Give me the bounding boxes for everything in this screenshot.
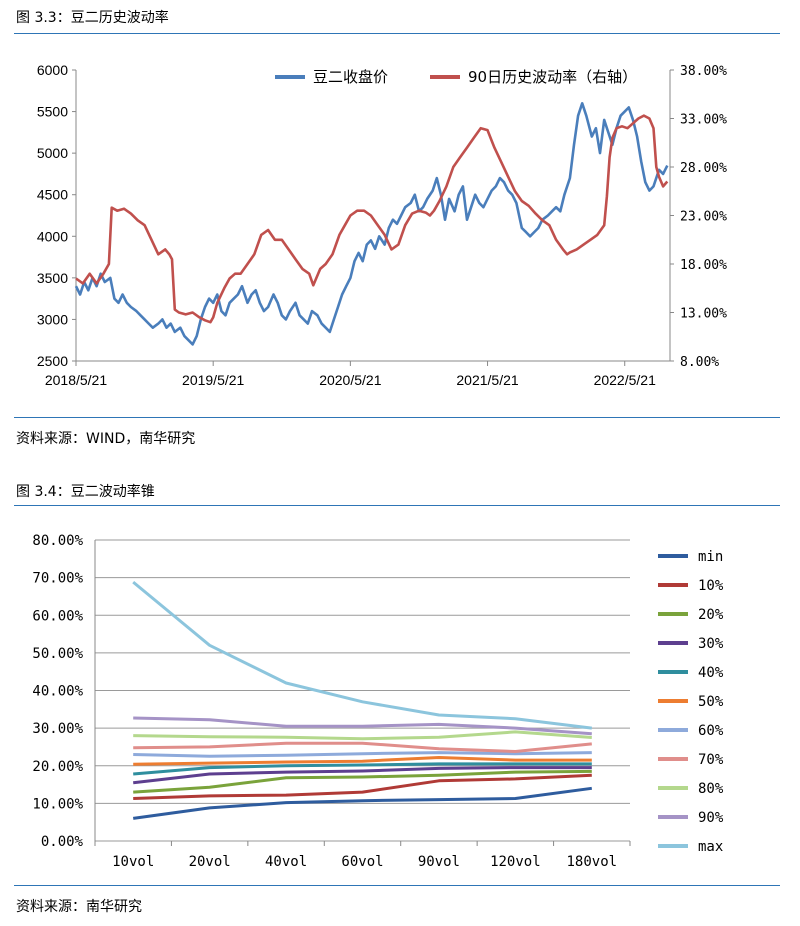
figure2-source: 资料来源：南华研究	[16, 899, 142, 915]
legend-label: 豆二收盘价	[313, 68, 388, 86]
series-line-10pct	[133, 773, 592, 800]
right-tick-label: 8.00%	[680, 355, 719, 370]
figure1-caption: 图 3.3：豆二历史波动率	[16, 10, 169, 26]
x-tick-label: 2022/5/21	[594, 372, 656, 388]
x-tick-label: 2020/5/21	[319, 372, 381, 388]
left-tick-label: 5500	[37, 104, 68, 120]
x-tick-label: 40vol	[265, 854, 307, 870]
series-line-price	[74, 101, 669, 346]
series-line-min	[132, 786, 592, 820]
volatility-cone-chart: 80.00% 70.00% 60.00% 50.00% 40.00% 30.00% 20.0…	[32, 533, 724, 870]
legend-label: 80%	[698, 781, 724, 797]
left-tick-label: 6000	[37, 62, 68, 78]
y-tick-label: 20.00%	[32, 759, 83, 775]
legend-label: 90%	[698, 810, 724, 826]
legend-label: 50%	[698, 694, 724, 710]
left-tick-label: 4000	[37, 228, 68, 244]
legend-label: max	[698, 839, 723, 855]
right-tick-label: 13.00%	[680, 307, 727, 322]
y-tick-label: 30.00%	[32, 721, 83, 737]
series-line-volatility	[75, 114, 669, 324]
y-tick-label: 40.00%	[32, 684, 83, 700]
right-tick-label: 23.00%	[680, 210, 727, 225]
series-line-40pct	[133, 762, 592, 776]
legend-label: 40%	[698, 665, 724, 681]
series-line-70pct	[133, 741, 592, 753]
right-tick-label: 38.00%	[680, 64, 727, 79]
y-tick-label: 0.00%	[41, 834, 84, 850]
right-tick-label: 18.00%	[680, 258, 727, 273]
legend-label: 60%	[698, 723, 724, 739]
series-line-max	[132, 580, 592, 730]
x-tick-label: 180vol	[566, 854, 617, 870]
left-tick-label: 3500	[37, 270, 68, 286]
x-tick-label: 2019/5/21	[182, 372, 244, 388]
figure2-caption: 图 3.4：豆二波动率锥	[16, 484, 155, 500]
left-tick-label: 3000	[37, 311, 68, 327]
price-volatility-chart: 6000 5500 5000 4500 4000 3500 3000 2500 38.00% 33…	[37, 62, 727, 388]
figure2-bottom-rule	[14, 885, 780, 886]
x-tick-label: 2021/5/21	[456, 372, 518, 388]
legend-label: min	[698, 549, 723, 565]
x-tick-label: 20vol	[189, 854, 231, 870]
y-tick-label: 70.00%	[32, 571, 83, 587]
left-tick-label: 2500	[37, 353, 68, 369]
figure1-source: 资料来源：WIND，南华研究	[16, 431, 196, 447]
figure2-top-rule	[14, 505, 780, 506]
x-tick-label: 2018/5/21	[45, 372, 107, 388]
series-line-20pct	[133, 769, 592, 794]
left-tick-label: 5000	[37, 145, 68, 161]
legend-label: 10%	[698, 578, 724, 594]
y-tick-label: 10.00%	[32, 796, 83, 812]
series-line-80pct	[133, 730, 592, 741]
left-tick-label: 4500	[37, 187, 68, 203]
legend-label: 90日历史波动率（右轴）	[468, 68, 637, 86]
y-tick-label: 60.00%	[32, 608, 83, 624]
series-line-30pct	[133, 766, 592, 785]
x-tick-label: 90vol	[418, 854, 460, 870]
figure1-top-rule	[14, 33, 780, 34]
series-line-50pct	[133, 756, 592, 766]
x-tick-label: 120vol	[490, 854, 541, 870]
x-tick-label: 10vol	[112, 854, 154, 870]
y-tick-label: 50.00%	[32, 646, 83, 662]
right-tick-label: 28.00%	[680, 161, 727, 176]
legend-label: 30%	[698, 636, 724, 652]
right-tick-label: 33.00%	[680, 113, 727, 128]
legend-label: 70%	[698, 752, 724, 768]
y-tick-label: 80.00%	[32, 533, 83, 549]
series-line-90pct	[133, 716, 592, 736]
x-tick-label: 60vol	[341, 854, 383, 870]
series-line-60pct	[133, 751, 592, 758]
legend-label: 20%	[698, 607, 724, 623]
figure1-bottom-rule	[14, 417, 780, 418]
